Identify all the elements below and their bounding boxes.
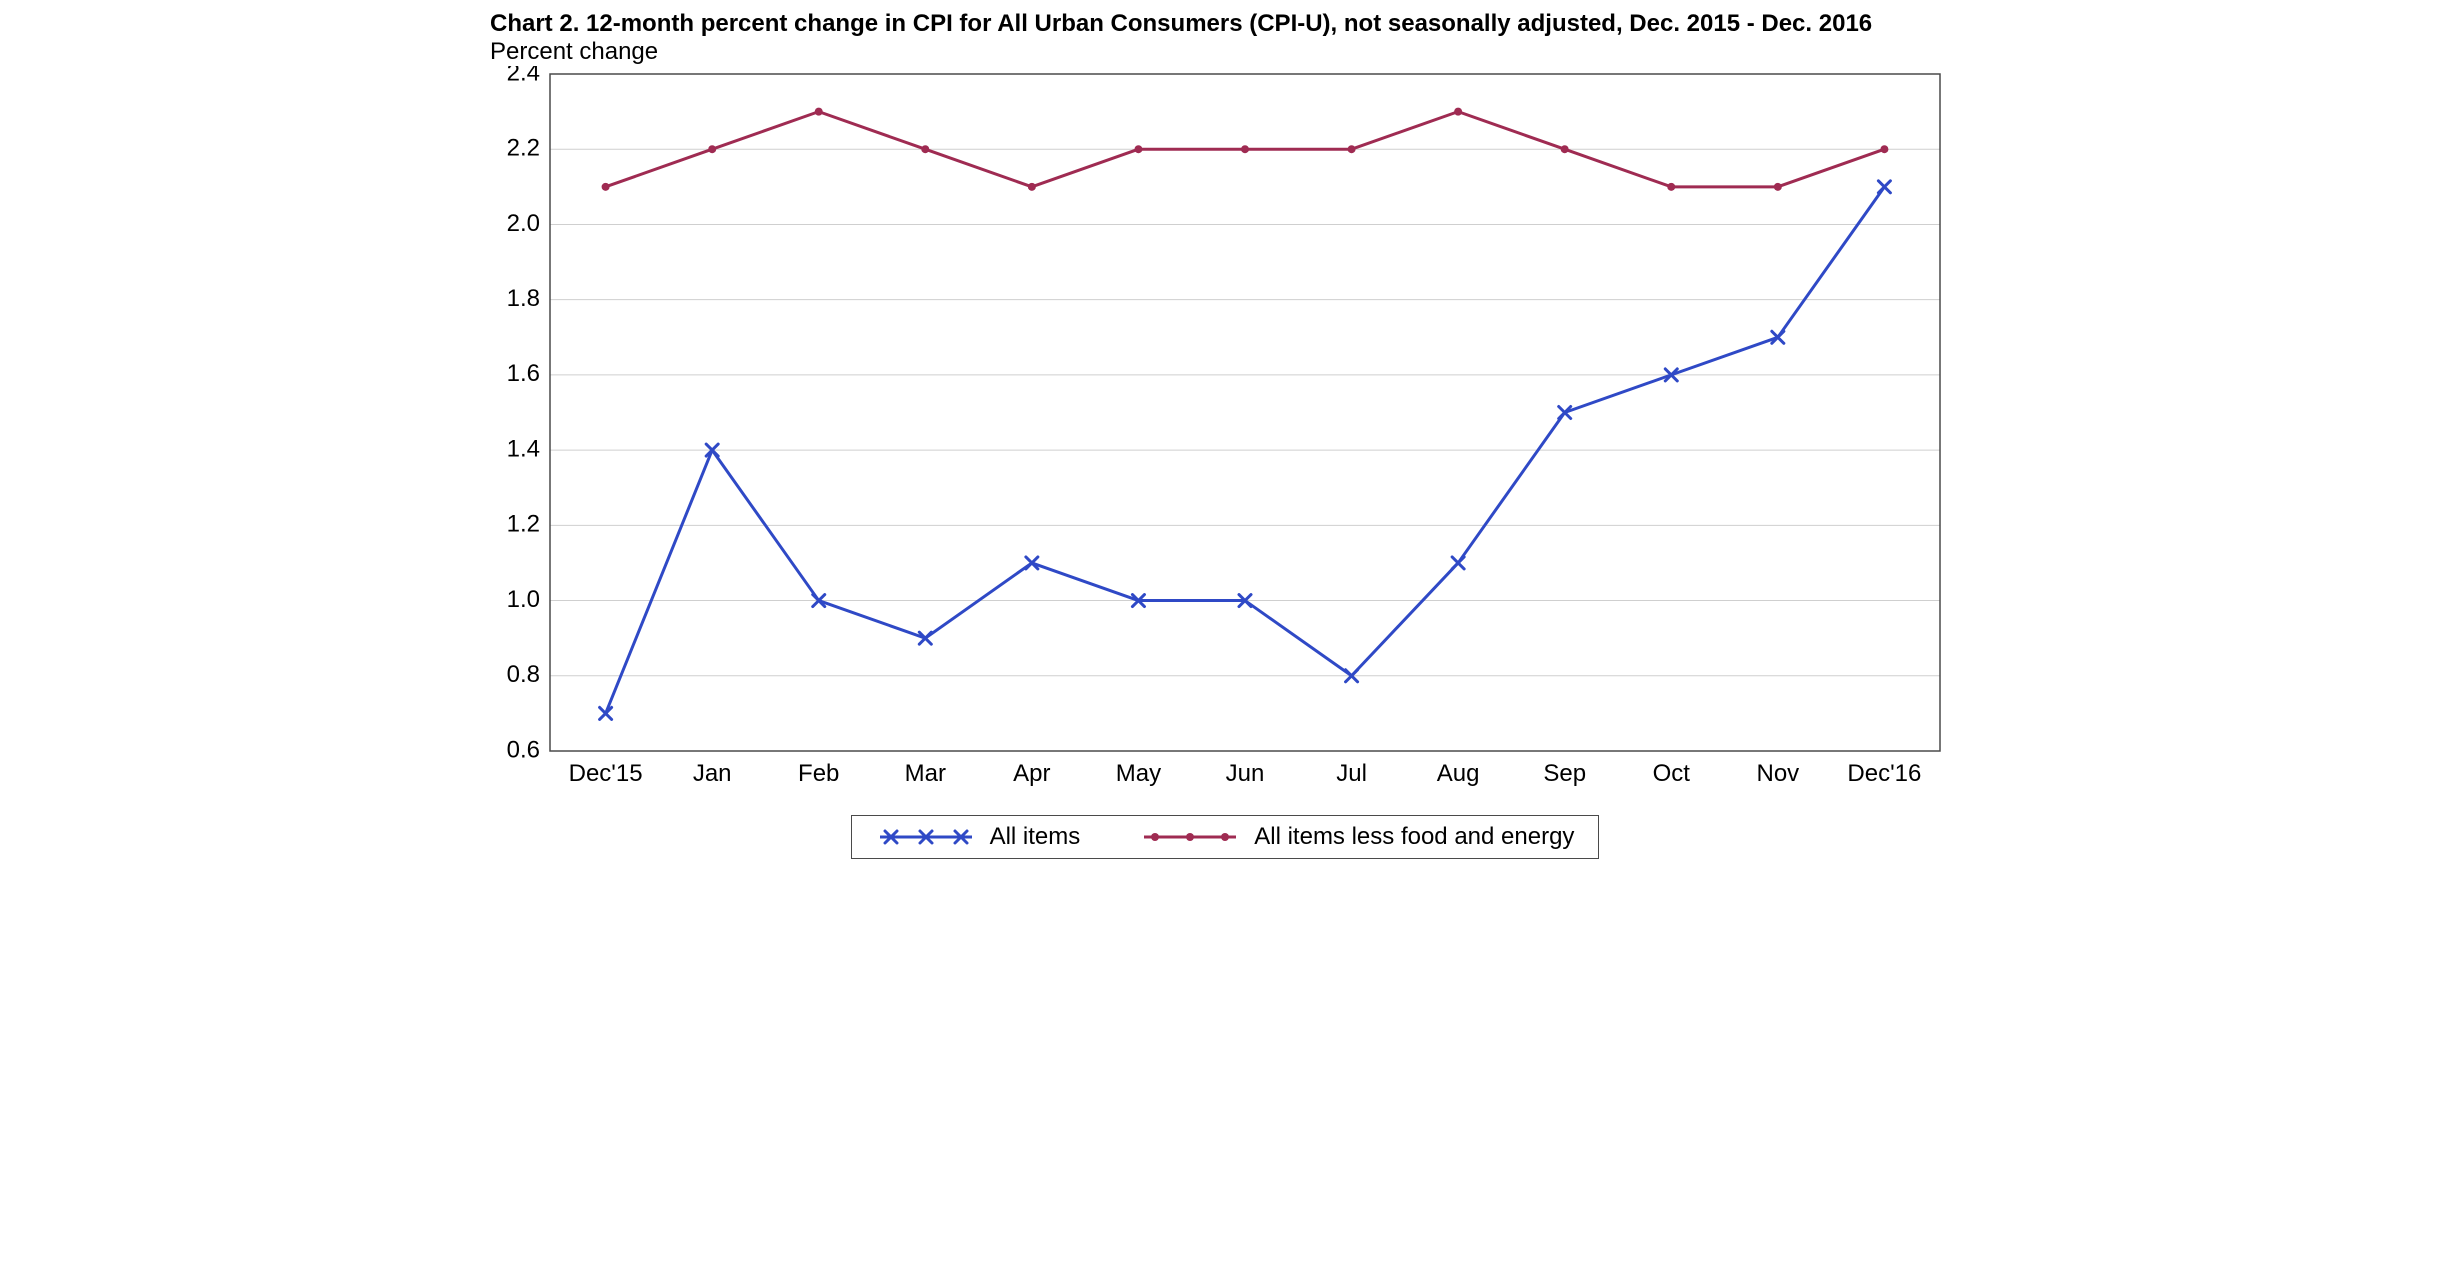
x-tick-label: Aug <box>1437 760 1480 787</box>
x-tick-label: Apr <box>1013 760 1050 787</box>
series-marker <box>1028 183 1036 191</box>
series-marker <box>1561 145 1569 153</box>
series-marker <box>1241 145 1249 153</box>
x-tick-label: Dec'16 <box>1847 760 1921 787</box>
x-tick-label: Mar <box>905 760 946 787</box>
x-tick-label: May <box>1116 760 1161 787</box>
y-tick-label: 0.6 <box>507 736 540 763</box>
chart-subtitle: Percent change <box>490 38 1960 66</box>
legend-label: All items less food and energy <box>1254 823 1574 851</box>
y-tick-label: 1.6 <box>507 360 540 387</box>
series-marker <box>921 145 929 153</box>
chart-container: Chart 2. 12-month percent change in CPI … <box>490 0 1960 879</box>
y-tick-label: 2.0 <box>507 210 540 237</box>
y-tick-label: 0.8 <box>507 661 540 688</box>
x-tick-label: Jun <box>1226 760 1265 787</box>
x-tick-label: Sep <box>1543 760 1586 787</box>
chart-legend: All items All items less food and energy <box>490 815 1960 859</box>
y-tick-label: 2.2 <box>507 135 540 162</box>
x-tick-label: Dec'15 <box>569 760 643 787</box>
chart-title: Chart 2. 12-month percent change in CPI … <box>490 10 1960 38</box>
series-marker <box>1348 145 1356 153</box>
x-tick-label: Feb <box>798 760 839 787</box>
series-marker <box>602 183 610 191</box>
legend-item: All items <box>876 822 1081 852</box>
legend-box: All items All items less food and energy <box>851 815 1600 859</box>
series-marker <box>815 108 823 116</box>
y-tick-label: 1.0 <box>507 586 540 613</box>
y-tick-label: 1.4 <box>507 435 540 462</box>
x-tick-label: Nov <box>1756 760 1799 787</box>
legend-item: All items less food and energy <box>1140 822 1574 852</box>
chart-plot-area: 0.6 0.8 1.0 1.2 1.4 1.6 1.8 2.0 2.2 2.4 Dec'15 Jan F… <box>490 66 1960 801</box>
x-tick-label: Jul <box>1336 760 1367 787</box>
series-marker <box>1667 183 1675 191</box>
series-marker <box>1880 145 1888 153</box>
chart-svg: 0.6 0.8 1.0 1.2 1.4 1.6 1.8 2.0 2.2 2.4 Dec'15 Jan F… <box>490 66 1960 801</box>
series-marker <box>708 145 716 153</box>
series-marker <box>1454 108 1462 116</box>
legend-swatch <box>1140 822 1240 852</box>
x-tick-label: Oct <box>1653 760 1691 787</box>
y-tick-label: 1.2 <box>507 511 540 538</box>
y-tick-label: 2.4 <box>507 66 540 86</box>
y-tick-label: 1.8 <box>507 285 540 312</box>
series-marker <box>1774 183 1782 191</box>
legend-label: All items <box>990 823 1081 851</box>
series-marker <box>1134 145 1142 153</box>
x-tick-label: Jan <box>693 760 732 787</box>
legend-swatch <box>876 822 976 852</box>
